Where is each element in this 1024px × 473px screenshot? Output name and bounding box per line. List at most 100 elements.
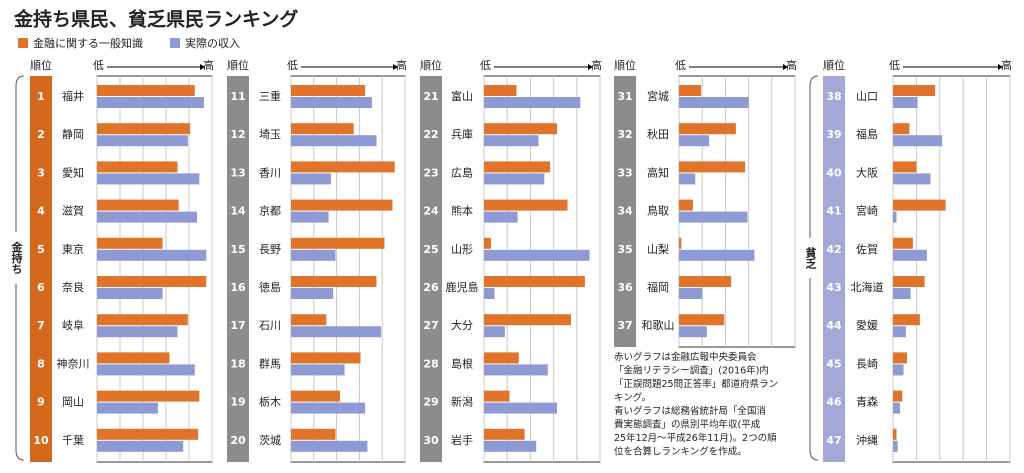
prefecture-name: 和歌山	[642, 318, 675, 332]
rank-number: 6	[37, 281, 45, 294]
prefecture-name: 鳥取	[647, 204, 669, 218]
bar	[291, 428, 336, 440]
rank-number: 46	[826, 396, 842, 409]
prefecture-name: 徳島	[259, 280, 281, 294]
axis-low: 低	[675, 59, 686, 72]
side-label-bg	[8, 232, 24, 284]
bar	[484, 390, 510, 402]
prefecture-name: 熊本	[451, 204, 473, 218]
rank-number: 35	[617, 243, 632, 256]
axis-low: 低	[287, 59, 298, 72]
prefecture-name: 奈良	[62, 280, 84, 294]
rank-column	[30, 76, 52, 462]
axis-high: 高	[786, 58, 797, 72]
rank-header: 順位	[227, 58, 249, 72]
arrow-head	[200, 64, 205, 70]
bar	[97, 135, 188, 147]
rank-number: 44	[826, 319, 842, 332]
bar	[291, 135, 377, 147]
prefecture-name: 東京	[62, 242, 84, 256]
rank-number: 23	[423, 166, 438, 179]
legend-swatch	[170, 38, 180, 48]
bar	[291, 123, 354, 135]
rank-number: 41	[826, 205, 841, 218]
bar	[291, 364, 345, 376]
plot-box	[892, 75, 1011, 463]
prefecture-name: 大阪	[856, 165, 878, 179]
bar	[97, 390, 200, 402]
prefecture-name: 香川	[259, 166, 281, 179]
bar	[893, 173, 931, 185]
prefecture-name: 福岡	[647, 280, 669, 294]
prefecture-name: 岩手	[451, 433, 473, 447]
prefecture-name: 宮城	[647, 89, 669, 103]
prefecture-name: 島根	[451, 356, 473, 370]
legend-swatch	[18, 38, 28, 48]
bar	[97, 199, 179, 211]
rank-number: 18	[230, 357, 245, 370]
bar	[291, 211, 329, 223]
prefecture-name: 岡山	[62, 396, 84, 409]
bar	[484, 314, 571, 326]
prefecture-name: 山口	[856, 90, 878, 103]
bar	[893, 135, 943, 147]
note-line: 「正誤問題25問正答率」都道府県ラン	[614, 378, 778, 390]
rank-number: 7	[37, 319, 45, 332]
bar	[97, 276, 207, 287]
rank-number: 20	[230, 434, 246, 447]
rank-number: 22	[423, 128, 438, 141]
rank-number: 9	[37, 396, 45, 409]
rank-number: 40	[826, 166, 842, 179]
bar	[893, 97, 918, 108]
rank-number: 30	[423, 434, 439, 447]
side-label-bg	[802, 238, 818, 278]
rank-column	[823, 76, 845, 462]
bar	[484, 288, 495, 299]
bar	[893, 249, 927, 261]
note-line: 「金融リテラシー調査」(2016年)内	[614, 365, 769, 377]
bar	[484, 97, 581, 108]
rank-number: 32	[617, 128, 632, 141]
bar	[893, 402, 901, 414]
bar	[97, 85, 195, 96]
bar	[97, 237, 163, 249]
arrow-head	[393, 64, 398, 70]
rank-number: 36	[617, 281, 633, 294]
prefecture-name: 神奈川	[57, 356, 90, 370]
rank-number: 14	[230, 205, 246, 218]
bar	[291, 249, 336, 261]
bar	[291, 85, 366, 96]
bar	[679, 123, 736, 135]
axis-high: 高	[1001, 58, 1012, 72]
bar	[97, 428, 199, 440]
bar	[484, 135, 539, 147]
bar	[484, 85, 517, 96]
prefecture-name: 三重	[259, 89, 281, 103]
axis-low: 低	[93, 59, 104, 72]
bar	[484, 249, 590, 261]
bar	[893, 428, 897, 440]
bar	[484, 211, 518, 223]
rank-number: 38	[826, 90, 841, 103]
rank-number: 1	[37, 90, 45, 103]
bar	[291, 326, 382, 338]
rank-number: 12	[230, 128, 245, 141]
rank-number: 17	[230, 319, 245, 332]
rank-number: 34	[617, 205, 633, 218]
bar	[97, 314, 188, 326]
prefecture-name: 鹿児島	[446, 280, 479, 294]
rank-number: 26	[423, 281, 439, 294]
bar	[484, 440, 537, 452]
bar	[679, 314, 725, 326]
rank-number: 25	[423, 243, 438, 256]
bar	[484, 352, 519, 364]
bar	[893, 276, 925, 287]
bar	[679, 237, 682, 249]
bar	[893, 440, 898, 452]
bar	[97, 288, 163, 299]
bar	[484, 326, 505, 338]
bar	[97, 326, 178, 338]
note-line: 位を合算しランキングを作成。	[614, 446, 747, 458]
prefecture-name: 宮崎	[856, 204, 878, 218]
